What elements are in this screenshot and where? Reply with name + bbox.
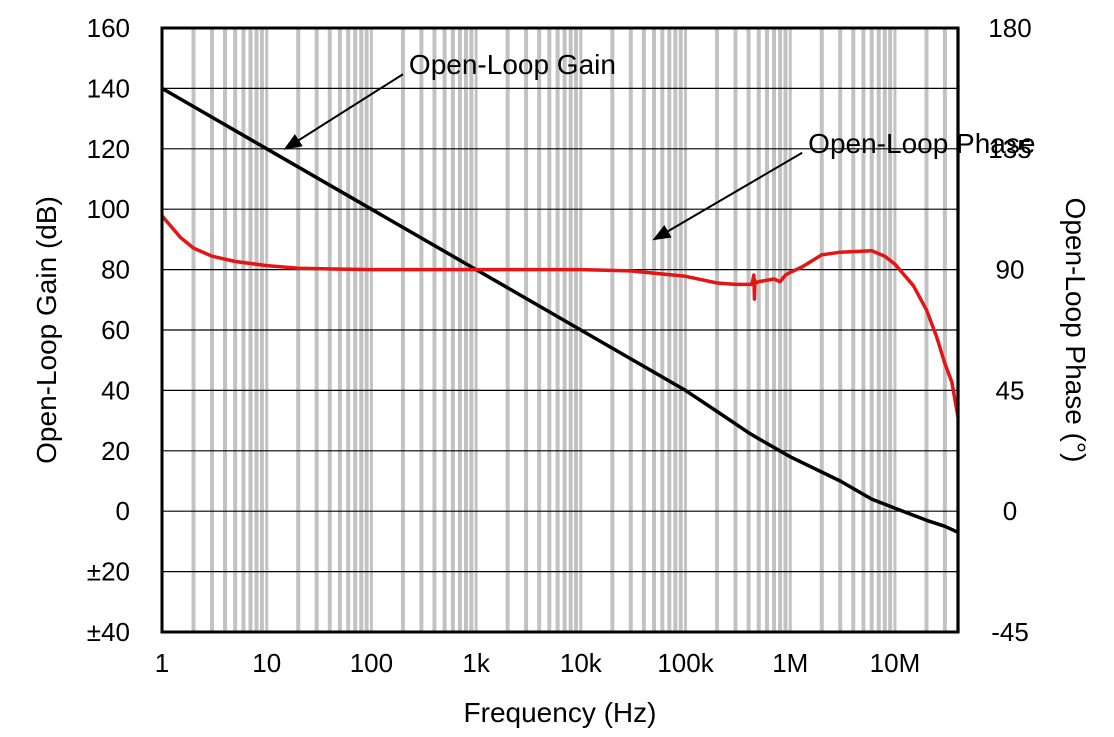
y2-tick-label: -45	[991, 617, 1029, 647]
y2-tick-label: 135	[988, 134, 1031, 164]
y2-tick-label: 180	[988, 13, 1031, 43]
annotation-label: Open-Loop Gain	[409, 49, 616, 80]
y-tick-label: 80	[101, 255, 130, 285]
series	[160, 86, 960, 534]
open-loop-phase-line	[160, 214, 960, 418]
tick-labels: 1 10 100 1k 10k 100k 1M 10M 160 140 120 100 80 60 40 20…	[87, 13, 1032, 678]
y-axis-label: Open-Loop Gain (dB)	[31, 196, 62, 464]
annotation-label: Open-Loop Phase	[808, 128, 1035, 159]
y-tick-label: 100	[87, 194, 130, 224]
y-tick-label: ±20	[87, 557, 130, 587]
x-tick-label: 100k	[657, 648, 714, 678]
y-tick-label: 120	[87, 134, 130, 164]
plot-frame	[160, 26, 960, 634]
y-tick-label: 20	[101, 436, 130, 466]
annotation-arrow	[283, 73, 404, 150]
y-tick-label: ±40	[87, 617, 130, 647]
grid	[160, 27, 960, 633]
y2-axis-label: Open-Loop Phase (°)	[1060, 198, 1091, 463]
annotations: Open-Loop Gain Open-Loop Phase	[283, 49, 1035, 241]
y2-tick-label: 0	[1003, 496, 1017, 526]
x-axis-label: Frequency (Hz)	[464, 697, 657, 728]
y2-tick-label: 45	[996, 375, 1025, 405]
x-tick-label: 1k	[462, 648, 490, 678]
x-tick-label: 10k	[560, 648, 603, 678]
y-tick-label: 40	[101, 375, 130, 405]
y-tick-label: 0	[116, 496, 130, 526]
y-tick-label: 60	[101, 315, 130, 345]
x-tick-label: 100	[350, 648, 393, 678]
x-tick-label: 10	[252, 648, 281, 678]
x-tick-label: 10M	[870, 648, 921, 678]
y2-tick-label: 90	[996, 255, 1025, 285]
y-tick-label: 160	[87, 13, 130, 43]
open-loop-gain-line	[161, 86, 959, 534]
x-tick-label: 1M	[772, 648, 808, 678]
y-tick-label: 140	[87, 73, 130, 103]
x-tick-label: 1	[155, 648, 169, 678]
annotation-arrow	[652, 151, 803, 241]
